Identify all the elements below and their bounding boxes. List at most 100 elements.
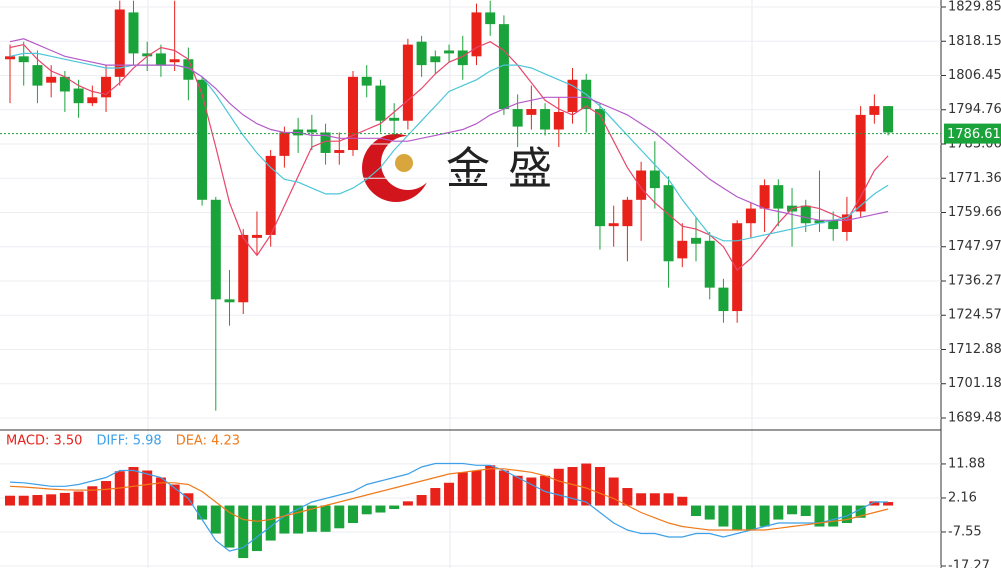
- macd-bar: [759, 505, 770, 527]
- candle-body: [279, 132, 290, 156]
- candle-body: [183, 59, 194, 80]
- macd-bar: [32, 495, 43, 506]
- candle-body: [718, 287, 729, 312]
- macd-bar: [677, 496, 688, 506]
- macd-bar: [142, 470, 153, 506]
- macd-bar: [224, 505, 235, 548]
- candle-body: [471, 12, 482, 57]
- macd-bar: [869, 501, 880, 506]
- macd-bar: [800, 505, 811, 517]
- macd-bar: [498, 470, 509, 506]
- candle-body: [32, 65, 43, 86]
- candle-body: [553, 111, 564, 130]
- y-tick-label: 1759.66: [948, 205, 1001, 220]
- candle-body: [773, 185, 784, 209]
- candle-body: [361, 76, 372, 86]
- y-tick-label: 1736.27: [948, 273, 1001, 288]
- candle-body: [334, 150, 345, 153]
- macd-bar: [375, 505, 386, 513]
- candle-body: [224, 299, 235, 303]
- y-tick-label: 11.88: [948, 456, 985, 471]
- macd-bar: [306, 505, 317, 532]
- macd-bar: [732, 505, 743, 531]
- y-tick-label: 1724.57: [948, 308, 1001, 323]
- candle-body: [855, 114, 866, 212]
- y-tick-label: 1818.15: [948, 34, 1001, 49]
- candle-body: [841, 214, 852, 233]
- candle-body: [759, 185, 770, 209]
- candle-body: [73, 88, 84, 104]
- candle-body: [814, 220, 825, 224]
- macd-bar: [334, 505, 345, 529]
- candle-body: [594, 109, 605, 227]
- candle-body: [375, 85, 386, 121]
- candle-body: [5, 56, 15, 60]
- candle-body: [457, 50, 468, 66]
- candle-body: [155, 53, 166, 66]
- macd-bar: [87, 486, 98, 506]
- macd-bar: [773, 505, 784, 520]
- candle-body: [265, 155, 276, 235]
- candle-body: [567, 79, 578, 112]
- candle-body: [87, 97, 98, 104]
- macd-bar: [787, 505, 798, 515]
- macd-bar: [581, 463, 592, 506]
- macd-bar: [608, 477, 619, 506]
- candle-body: [691, 237, 701, 244]
- macd-bar: [430, 488, 441, 506]
- candle-body: [306, 129, 317, 133]
- candle-body: [389, 117, 400, 121]
- macd-bar: [814, 505, 825, 527]
- last-price-box: [944, 123, 1001, 144]
- candle-body: [608, 223, 619, 227]
- macd-bar: [402, 501, 413, 506]
- candle-body: [800, 205, 811, 224]
- macd-bar: [855, 505, 866, 518]
- macd-bar: [320, 505, 331, 532]
- moving-average: [9, 38, 889, 221]
- macd-bar: [841, 505, 852, 524]
- candle-body: [828, 220, 839, 230]
- candle-body: [704, 240, 715, 288]
- macd-bar: [5, 495, 15, 506]
- candle-body: [526, 109, 537, 115]
- candle-body: [59, 76, 70, 92]
- macd-bar: [265, 505, 276, 541]
- candle-body: [128, 12, 139, 54]
- macd-bar: [828, 505, 839, 527]
- y-tick-label: 1747.97: [948, 239, 1001, 254]
- candle-body: [869, 106, 880, 115]
- macd-bar: [663, 493, 674, 506]
- candle-body: [649, 170, 660, 189]
- candle-body: [540, 109, 551, 130]
- macd-bar: [18, 495, 29, 506]
- legend-entry: DEA: 4.23: [176, 434, 240, 449]
- candle-body: [444, 50, 455, 54]
- moving-average: [9, 41, 889, 272]
- macd-bar: [46, 494, 57, 506]
- y-tick-label: 1712.88: [948, 342, 1001, 357]
- macd-bar: [636, 493, 647, 506]
- macd-bar: [649, 493, 660, 506]
- macd-bar: [457, 472, 468, 506]
- macd-bar: [485, 465, 496, 506]
- macd-bar: [526, 477, 537, 506]
- candle-body: [416, 41, 427, 66]
- macd-bar: [251, 505, 262, 552]
- macd-bar: [704, 505, 715, 520]
- candle-body: [622, 199, 633, 227]
- candle-body: [320, 132, 331, 153]
- y-tick-label: 2.16: [948, 490, 977, 505]
- candle-body: [210, 199, 221, 300]
- candle-body: [512, 109, 523, 127]
- legend-entry: MACD: 3.50: [6, 434, 82, 449]
- y-tick-label: 1806.45: [948, 68, 1001, 83]
- macd-bar: [567, 467, 578, 506]
- y-tick-label: 1829.85: [948, 0, 1001, 14]
- macd-bar: [512, 475, 523, 506]
- last-price-label: 1786.61: [947, 127, 1001, 142]
- candle-body: [114, 9, 125, 77]
- macd-bar: [361, 505, 372, 515]
- macd-bar: [553, 468, 564, 506]
- candle-body: [485, 12, 496, 25]
